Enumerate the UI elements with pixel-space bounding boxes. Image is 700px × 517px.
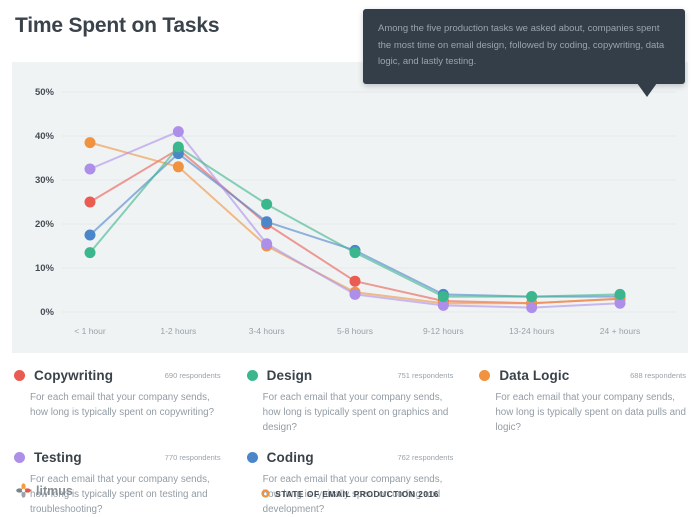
litmus-logo: litmus (16, 483, 73, 498)
data-point (349, 288, 361, 300)
legend-item-data-logic: Data Logic 688 respondents For each emai… (479, 368, 686, 436)
legend-respondents-count: 751 respondents (397, 371, 454, 380)
legend-item-copywriting: Copywriting 690 respondents For each ema… (14, 368, 221, 436)
data-point (437, 299, 449, 311)
data-point (84, 163, 96, 175)
report-badge: STATE OF EMAIL PRODUCTION 2016 (0, 485, 700, 503)
data-point (526, 302, 538, 314)
x-tick-label: 24 + hours (600, 326, 640, 336)
y-tick-label: 10% (35, 263, 55, 274)
data-point (437, 291, 449, 303)
data-point (261, 238, 273, 250)
x-tick-label: 3-4 hours (249, 326, 285, 336)
legend-task-name: Coding (266, 449, 314, 465)
legend-color-dot-icon (14, 370, 25, 381)
legend-item-header: Design 751 respondents (246, 368, 454, 383)
data-point (261, 198, 273, 210)
report-badge-icon (261, 489, 270, 498)
series-testing (84, 126, 626, 314)
x-tick-label: 9-12 hours (423, 326, 464, 336)
y-tick-label: 0% (40, 307, 54, 318)
y-tick-label: 30% (35, 175, 55, 186)
data-point (526, 291, 538, 303)
legend-task-name: Copywriting (34, 368, 114, 383)
data-point (84, 137, 96, 149)
legend-respondents-count: 762 respondents (397, 452, 454, 462)
legend-item-design: Design 751 respondents For each email th… (246, 368, 454, 436)
legend-question-text: For each email that your company sends, … (30, 392, 215, 419)
legend-question-text: For each email that your company sends, … (495, 392, 686, 434)
series-copywriting (84, 143, 626, 309)
gridlines (62, 91, 676, 313)
data-point (614, 297, 626, 309)
data-point (84, 247, 96, 259)
legend-color-dot-icon (246, 451, 258, 463)
data-point (614, 288, 626, 300)
time-spent-line-chart: 0% 10% 20% 30% 40% 50% < 1 hour 1-2 hours 3-4 ho… (35, 87, 676, 336)
litmus-pinwheel-icon (16, 483, 31, 498)
data-point (172, 161, 184, 173)
y-tick-label: 20% (35, 219, 55, 230)
page-title: Time Spent on Tasks (15, 14, 220, 37)
data-point (84, 229, 96, 241)
legend-task-name: Design (266, 368, 313, 383)
legend-respondents-count: 690 respondents (164, 371, 221, 380)
report-title: STATE OF EMAIL PRODUCTION 2016 (275, 488, 439, 499)
insight-tooltip: Among the five production tasks we asked… (363, 9, 685, 97)
x-tick-label: 1-2 hours (160, 326, 196, 336)
y-axis-tick-labels: 0% 10% 20% 30% 40% 50% (35, 87, 55, 318)
data-point (349, 275, 361, 287)
legend-item-header: Copywriting 690 respondents (14, 368, 221, 383)
legend-color-dot-icon (246, 370, 258, 381)
data-point (349, 247, 361, 259)
legend-item-header: Coding 762 respondents (246, 449, 454, 465)
legend-color-dot-icon (479, 370, 491, 381)
data-point (172, 141, 184, 153)
x-axis-tick-labels: < 1 hour 1-2 hours 3-4 hours 5-8 hours 9-12 … (74, 326, 640, 336)
data-point (261, 216, 273, 228)
legend-task-name: Testing (34, 449, 82, 465)
page-footer: litmus STATE OF EMAIL PRODUCTION 2016 (0, 481, 700, 503)
data-point (172, 126, 184, 138)
insight-tooltip-text: Among the five production tasks we asked… (378, 23, 665, 68)
x-tick-label: 13-24 hours (509, 326, 554, 336)
x-tick-label: 5-8 hours (337, 326, 373, 336)
y-tick-label: 50% (35, 87, 55, 98)
legend-item-header: Data Logic 688 respondents (479, 368, 686, 383)
litmus-wordmark: litmus (36, 483, 73, 498)
legend-respondents-count: 770 respondents (164, 452, 221, 462)
tooltip-arrow-icon (637, 82, 657, 97)
y-tick-label: 40% (35, 131, 55, 142)
data-point (84, 196, 96, 208)
legend-task-name: Data Logic (499, 368, 570, 383)
chart-panel: 0% 10% 20% 30% 40% 50% < 1 hour 1-2 hours 3-4 ho… (12, 62, 688, 353)
x-tick-label: < 1 hour (74, 326, 106, 336)
legend-color-dot-icon (14, 451, 25, 463)
legend-respondents-count: 688 respondents (630, 371, 686, 380)
series-design (84, 141, 626, 303)
legend-item-header: Testing 770 respondents (14, 450, 221, 465)
legend-question-text: For each email that your company sends, … (262, 392, 449, 434)
